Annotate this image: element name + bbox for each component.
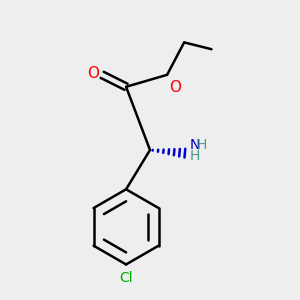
Text: Cl: Cl: [119, 271, 133, 285]
Text: O: O: [169, 80, 181, 95]
Text: N: N: [189, 138, 200, 152]
Text: H: H: [197, 138, 207, 152]
Text: H: H: [189, 149, 200, 163]
Text: O: O: [88, 66, 100, 81]
